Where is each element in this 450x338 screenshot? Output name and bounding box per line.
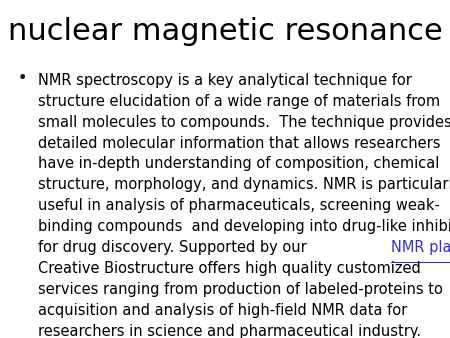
Text: NMR spectroscopy is a key analytical technique for: NMR spectroscopy is a key analytical tec… — [38, 73, 412, 88]
Text: researchers in science and pharmaceutical industry.: researchers in science and pharmaceutica… — [38, 324, 421, 338]
Text: for drug discovery. Supported by our: for drug discovery. Supported by our — [38, 240, 311, 255]
Text: useful in analysis of pharmaceuticals, screening weak-: useful in analysis of pharmaceuticals, s… — [38, 198, 440, 213]
Text: acquisition and analysis of high-field NMR data for: acquisition and analysis of high-field N… — [38, 303, 408, 318]
Text: services ranging from production of labeled-proteins to: services ranging from production of labe… — [38, 282, 443, 297]
Text: structure elucidation of a wide range of materials from: structure elucidation of a wide range of… — [38, 94, 441, 108]
Text: Creative Biostructure offers high quality customized: Creative Biostructure offers high qualit… — [38, 261, 421, 276]
Text: structure, morphology, and dynamics. NMR is particularly: structure, morphology, and dynamics. NMR… — [38, 177, 450, 192]
Text: nuclear magnetic resonance: nuclear magnetic resonance — [8, 17, 442, 46]
Text: detailed molecular information that allows researchers: detailed molecular information that allo… — [38, 136, 441, 150]
Text: small molecules to compounds.  The technique provides: small molecules to compounds. The techni… — [38, 115, 450, 129]
Text: have in-depth understanding of composition, chemical: have in-depth understanding of compositi… — [38, 156, 440, 171]
Text: •: • — [18, 71, 27, 86]
Text: binding compounds  and developing into drug-like inhibitors: binding compounds and developing into dr… — [38, 219, 450, 234]
Text: NMR platform: NMR platform — [391, 240, 450, 255]
